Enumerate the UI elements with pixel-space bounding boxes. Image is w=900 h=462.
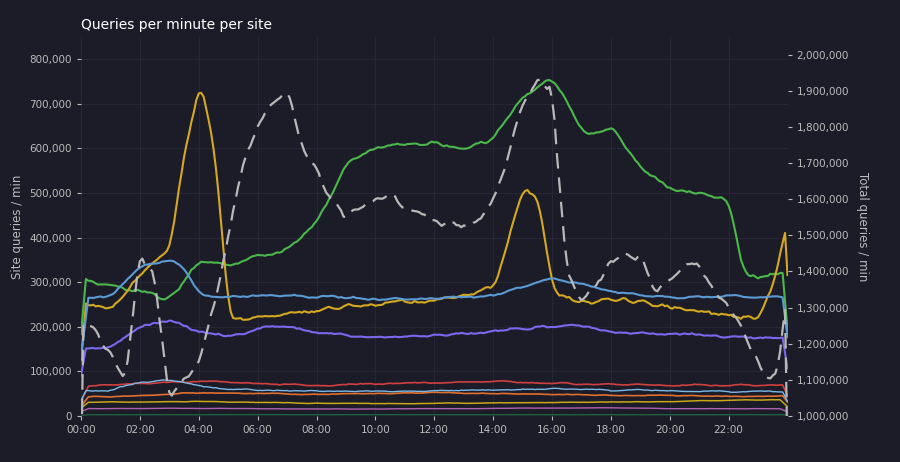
Text: Queries per minute per site: Queries per minute per site (81, 18, 272, 31)
Y-axis label: Total queries / min: Total queries / min (856, 172, 869, 281)
Y-axis label: Site queries / min: Site queries / min (11, 174, 24, 279)
